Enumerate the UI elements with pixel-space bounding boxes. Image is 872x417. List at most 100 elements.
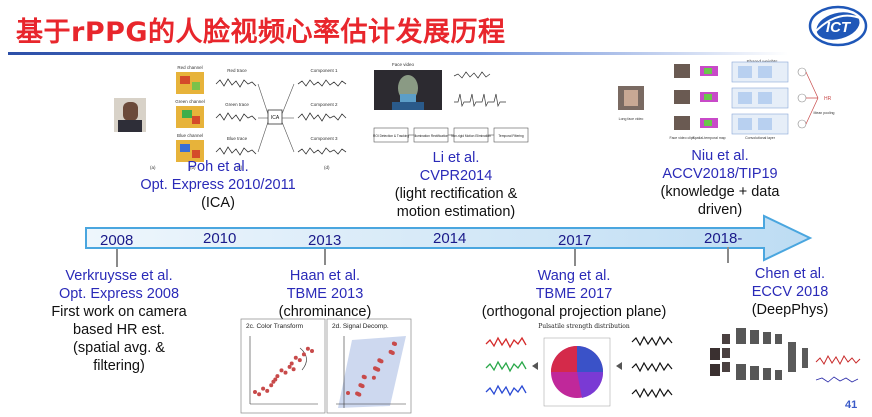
- verkruysse-venue: Opt. Express 2008: [58, 286, 180, 302]
- haan-dot: [261, 386, 266, 391]
- deepphys-output-signal: [815, 354, 861, 366]
- component-2-trace: [297, 112, 347, 122]
- niu-note-line-2: driven): [697, 202, 743, 218]
- figure-niu-network: Shared weights HR Long face video: [612, 58, 842, 142]
- label-green-trace: Green trace: [225, 102, 249, 107]
- haan-dot: [297, 358, 302, 363]
- label-blue-trace: Blue trace: [227, 136, 248, 141]
- year-2017: 2017: [558, 232, 592, 249]
- blue-trace: [215, 146, 257, 156]
- label-convolutional-layer: Convolutional layer: [745, 136, 776, 140]
- haan-dot: [291, 367, 296, 372]
- haan-dot: [362, 375, 367, 380]
- connector-2013: [324, 249, 326, 265]
- work-poh: Poh et al. Opt. Express 2010/2011 (ICA): [128, 158, 308, 212]
- label-long-face-video: Long face video: [619, 117, 644, 121]
- niu-venue: ACCV2018/TIP19: [662, 166, 778, 182]
- poh-note: (ICA): [201, 195, 235, 211]
- haan-dot: [257, 392, 262, 397]
- label-shared-weights: Shared weights: [746, 59, 778, 64]
- wang-blue-signal: [485, 384, 527, 397]
- verkruysse-note-line-4: filtering): [93, 358, 145, 374]
- poh-authors: Poh et al.: [187, 159, 249, 175]
- haan-dot: [346, 391, 350, 395]
- year-2018-onward: 2018-: [704, 230, 743, 247]
- haan-dot: [283, 370, 288, 375]
- haan-dot: [376, 367, 381, 372]
- year-2013: 2013: [308, 232, 342, 249]
- verkruysse-note-line-3: (spatial avg. &: [73, 340, 165, 356]
- haan-note: (chrominance): [278, 304, 372, 320]
- li-authors: Li et al.: [432, 150, 480, 166]
- wang-output-2: [631, 361, 673, 373]
- connector-2008: [116, 249, 118, 267]
- stage-illumination: Illumination Rectification: [414, 134, 449, 138]
- label-blue-channel: Blue channel: [177, 133, 203, 138]
- verkruysse-authors: Verkruysse et al.: [65, 268, 173, 284]
- work-verkruysse: Verkruysse et al. Opt. Express 2008 Firs…: [30, 267, 208, 375]
- label-hr-output: HR: [824, 96, 832, 102]
- verkruysse-note-line-1: First work on camera: [51, 304, 187, 320]
- panel-label-d: (d): [324, 165, 330, 170]
- wang-green-signal: [485, 360, 527, 373]
- work-li: Li et al. CVPR2014 (light rectification …: [368, 149, 544, 221]
- timeline-arrow: [84, 214, 814, 264]
- work-niu: Niu et al. ACCV2018/TIP19 (knowledge + d…: [640, 147, 800, 219]
- haan-dot: [275, 374, 280, 379]
- work-wang: Wang et al. TBME 2017 (orthogonal projec…: [462, 267, 686, 321]
- component-3-trace: [297, 147, 347, 155]
- haan-dot: [271, 379, 276, 384]
- component-1-trace: [297, 79, 347, 87]
- haan-dot: [287, 364, 292, 369]
- haan-dot: [301, 352, 306, 357]
- panel-label-a: (a): [150, 165, 156, 170]
- label-green-channel: Green channel: [175, 99, 205, 104]
- haan-dot: [253, 390, 257, 394]
- label-component-2: Component 2: [310, 102, 338, 107]
- haan-dot: [310, 349, 314, 353]
- wang-authors: Wang et al.: [537, 268, 611, 284]
- logo-text: ICT: [826, 19, 852, 36]
- year-2010: 2010: [203, 230, 237, 247]
- haan-dot: [279, 368, 284, 373]
- haan-venue: TBME 2013: [286, 286, 364, 302]
- stage-roi: ROI Detection & Tracking: [373, 134, 409, 138]
- haan-dot: [293, 355, 298, 360]
- slide-title: 基于rPPG的人脸视频心率估计发展历程: [16, 17, 506, 48]
- haan-dot: [393, 342, 397, 346]
- label-face-video: Face video: [392, 62, 415, 67]
- haan-dot: [371, 375, 376, 380]
- label-spatial-temporal-map: Spatial-temporal map: [692, 136, 725, 140]
- haan-dot: [305, 346, 310, 351]
- wang-plot-title: Pulsatile strength distribution: [538, 323, 630, 330]
- haan-dot: [289, 361, 294, 366]
- haan-dot: [390, 351, 395, 355]
- ict-logo: ICT: [808, 3, 868, 49]
- li-venue: CVPR2014: [419, 168, 493, 184]
- chen-venue: ECCV 2018: [751, 284, 829, 300]
- title-underline: [8, 52, 788, 55]
- stage-filtering: Temporal Filtering: [498, 134, 524, 138]
- poh-venue: Opt. Express 2010/2011: [140, 177, 296, 193]
- label-red-channel: Red channel: [177, 65, 202, 70]
- wang-venue: TBME 2017: [535, 286, 613, 302]
- figure-poh-ica: Red channel Green channel Blue channel R…: [112, 62, 360, 172]
- label-red-trace: Red trace: [227, 68, 247, 73]
- haan-panel-2-title: 2d. Signal Decomp.: [332, 323, 389, 330]
- red-trace: [215, 78, 257, 88]
- haan-dot: [269, 383, 274, 388]
- haan-scatter-panel-1: [253, 346, 314, 397]
- niu-authors: Niu et al.: [691, 148, 749, 164]
- haan-dot: [265, 388, 270, 393]
- label-face-video-clips: Face video clips: [669, 136, 694, 140]
- haan-authors: Haan et al.: [289, 268, 361, 284]
- wang-red-signal: [485, 336, 527, 349]
- niu-note-line-1: (knowledge + data: [660, 184, 780, 200]
- green-trace: [215, 112, 257, 122]
- haan-dot: [360, 384, 365, 389]
- chen-note: (DeepPhys): [751, 302, 829, 318]
- work-haan: Haan et al. TBME 2013 (chrominance): [248, 267, 402, 321]
- stage-motion: Non-rigid Motion Elimination: [451, 134, 491, 138]
- page-number: 41: [845, 399, 858, 411]
